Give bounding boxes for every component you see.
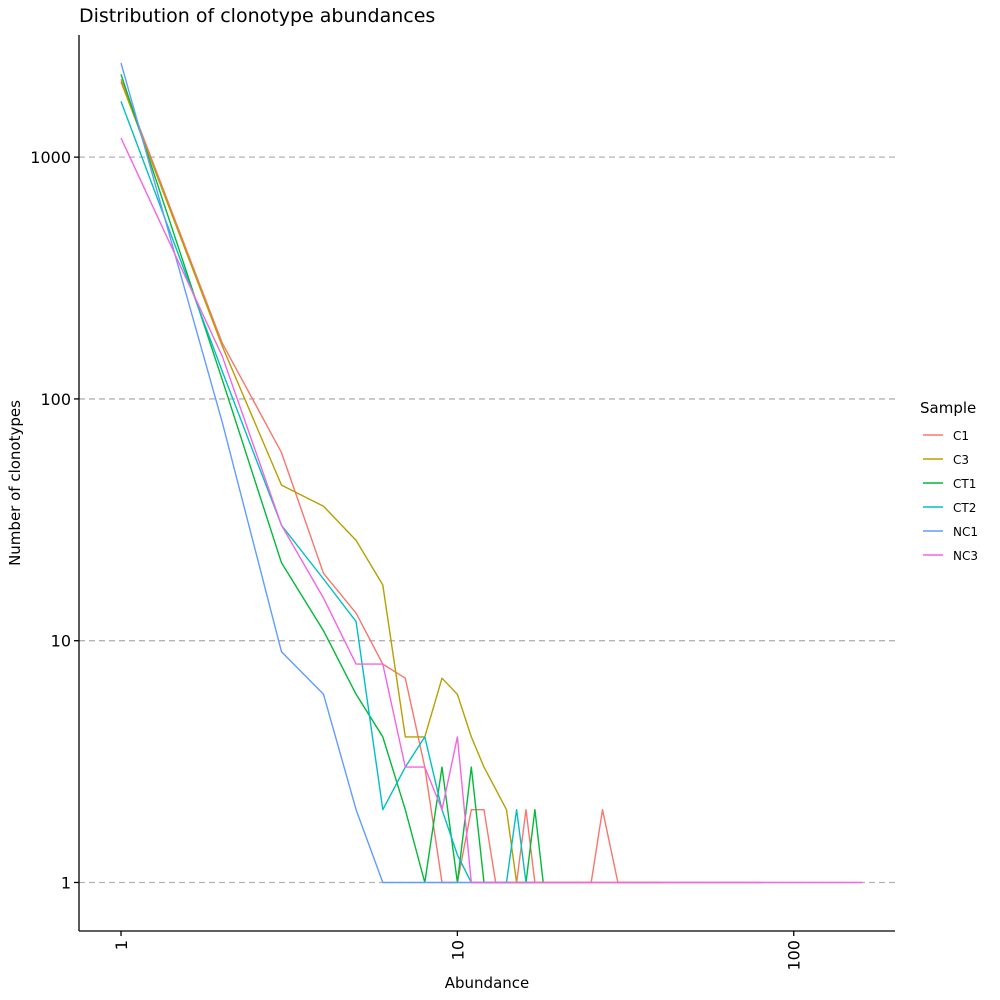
x-axis-title: Abundance xyxy=(445,974,530,992)
legend-label-nc3: NC3 xyxy=(953,549,978,563)
y-tick-label: 10 xyxy=(51,632,71,651)
y-axis-title: Number of clonotypes xyxy=(6,400,24,566)
series-line-nc3 xyxy=(120,137,863,884)
legend-label-c3: C3 xyxy=(953,453,969,467)
legend-label-ct1: CT1 xyxy=(953,477,976,491)
x-tick-label: 100 xyxy=(785,940,804,971)
y-tick-label: 1 xyxy=(61,873,71,892)
y-axis-ticks: 1 10 100 1000 xyxy=(30,148,79,892)
legend-label-ct2: CT2 xyxy=(953,501,976,515)
series-line-nc1 xyxy=(120,62,507,884)
legend: Sample C1 C3 CT1 CT2 NC1 NC3 xyxy=(920,399,978,563)
legend-title: Sample xyxy=(920,399,976,417)
x-axis-ticks: 1 10 100 xyxy=(112,931,804,971)
series-line-ct1 xyxy=(120,74,544,884)
x-tick-label: 1 xyxy=(112,940,131,950)
series-line-c1 xyxy=(120,78,762,884)
chart-title: Distribution of clonotype abundances xyxy=(79,5,435,27)
y-tick-label: 100 xyxy=(40,390,71,409)
y-tick-label: 1000 xyxy=(30,148,71,167)
series-line-ct2 xyxy=(120,101,535,884)
legend-label-c1: C1 xyxy=(953,429,969,443)
x-tick-label: 10 xyxy=(448,940,467,960)
legend-label-nc1: NC1 xyxy=(953,525,978,539)
series-lines xyxy=(120,62,863,884)
